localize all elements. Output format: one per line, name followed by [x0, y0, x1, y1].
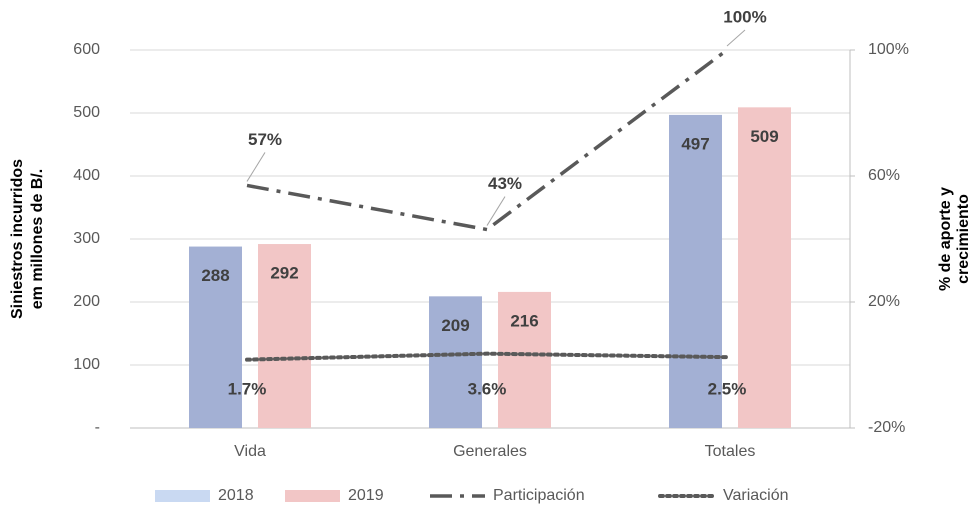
bar	[189, 246, 242, 428]
line-label: 57%	[248, 130, 282, 149]
bar-label: 497	[681, 134, 709, 153]
x-tick-label: Totales	[705, 443, 756, 460]
y2-axis-title: % de aporte ycrecimiento	[937, 187, 972, 291]
legend-swatch	[155, 490, 210, 502]
line	[246, 48, 729, 232]
line-label: 1.7%	[228, 379, 267, 398]
bar-label: 292	[270, 264, 298, 283]
y-tick-label: 500	[73, 104, 100, 121]
bar-label: 509	[750, 127, 778, 146]
y-tick-label: 300	[73, 230, 100, 247]
y2-tick-label: 20%	[868, 293, 900, 310]
y2-axis-title-line: crecimiento	[955, 194, 972, 284]
y-tick-label: 400	[73, 167, 100, 184]
leader-line	[726, 29, 746, 47]
y2-tick-label: -20%	[868, 419, 905, 436]
y-tick-label: 100	[73, 356, 100, 373]
y2-axis-title-line: % de aporte y	[937, 187, 954, 291]
line-label: 100%	[723, 7, 766, 26]
x-tick-label: Generales	[453, 443, 527, 460]
legend-label: Variación	[723, 487, 789, 504]
y-tick-label: -	[95, 419, 100, 436]
bar	[498, 291, 551, 428]
leader-line	[486, 196, 506, 226]
y2-tick-label: 100%	[868, 41, 909, 58]
y-tick-label: 200	[73, 293, 100, 310]
line-label: 43%	[488, 174, 522, 193]
legend-label: 2019	[348, 487, 384, 504]
line-label: 2.5%	[708, 379, 747, 398]
y2-tick-label: 60%	[868, 167, 900, 184]
legend-swatch	[285, 490, 340, 502]
y-tick-label: 600	[73, 41, 100, 58]
bar	[738, 107, 791, 428]
bar-label: 288	[201, 266, 229, 285]
bar-label: 209	[441, 316, 469, 335]
bar-label: 216	[510, 311, 538, 330]
y-axis-title-line: em millones de B/.	[29, 169, 46, 309]
line-label: 3.6%	[468, 379, 507, 398]
y-axis-title-line: Siniestros incurridos	[9, 159, 26, 319]
bar	[669, 114, 722, 428]
leader-line	[246, 152, 266, 182]
y-axis-title: Siniestros incurridos em millones de B/.	[9, 159, 46, 319]
line	[245, 351, 729, 362]
bar	[429, 296, 482, 428]
x-tick-label: Vida	[234, 443, 266, 460]
bar	[258, 244, 311, 428]
legend-label: Participación	[493, 487, 585, 504]
legend-label: 2018	[218, 487, 254, 504]
